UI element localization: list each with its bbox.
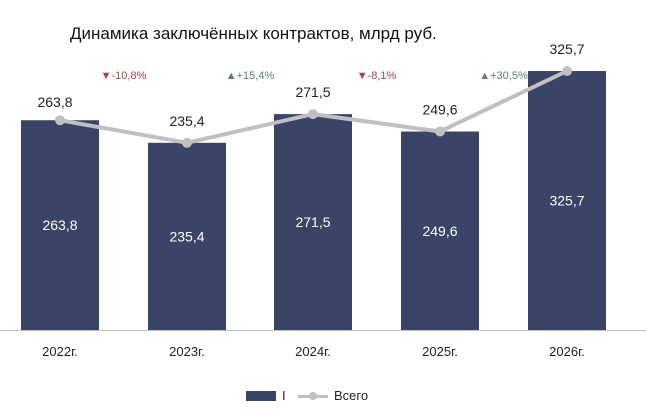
change-label: ▲+30,5%: [479, 70, 528, 82]
line-value-label: 271,5: [295, 84, 330, 100]
legend-bar-swatch: [246, 390, 276, 401]
legend-line-swatch: [298, 391, 328, 401]
chart-title: Динамика заключённых контрактов, млрд ру…: [70, 24, 437, 43]
legend-item-line: Всего: [298, 388, 368, 403]
x-tick-label: 2025г.: [422, 344, 458, 359]
bar-value-label: 249,6: [422, 223, 457, 239]
legend: I Всего: [0, 388, 646, 412]
change-label: ▼-10,8%: [101, 70, 147, 82]
change-label: ▲+15,4%: [226, 70, 275, 82]
x-tick-label: 2026г.: [549, 344, 585, 359]
line-value-label: 249,6: [422, 102, 457, 118]
line-value-label: 235,4: [169, 113, 204, 129]
legend-bar-label: I: [282, 388, 286, 403]
change-label: ▼-8,1%: [357, 70, 397, 82]
bar-value-label: 325,7: [549, 193, 584, 209]
line-point: [55, 115, 65, 126]
bar: [401, 131, 479, 330]
line-point: [562, 66, 572, 76]
bar: [148, 142, 226, 330]
bar: [21, 120, 99, 331]
x-tick-label: 2023г.: [169, 344, 205, 359]
line-point: [435, 126, 445, 137]
x-tick-label: 2022г.: [42, 344, 78, 359]
bar-value-label: 271,5: [295, 214, 330, 230]
bar: [528, 71, 606, 330]
line-value-label: 263,8: [37, 94, 72, 110]
x-tick-label: 2024г.: [295, 344, 331, 359]
bar: [274, 114, 352, 330]
legend-item-bars: I: [246, 388, 286, 403]
line-point: [182, 137, 192, 148]
bar-value-label: 263,8: [42, 217, 77, 233]
bar-value-label: 235,4: [169, 228, 204, 244]
legend-line-label: Всего: [334, 388, 369, 403]
line-value-label: 325,7: [549, 41, 584, 57]
line-point: [308, 109, 318, 120]
